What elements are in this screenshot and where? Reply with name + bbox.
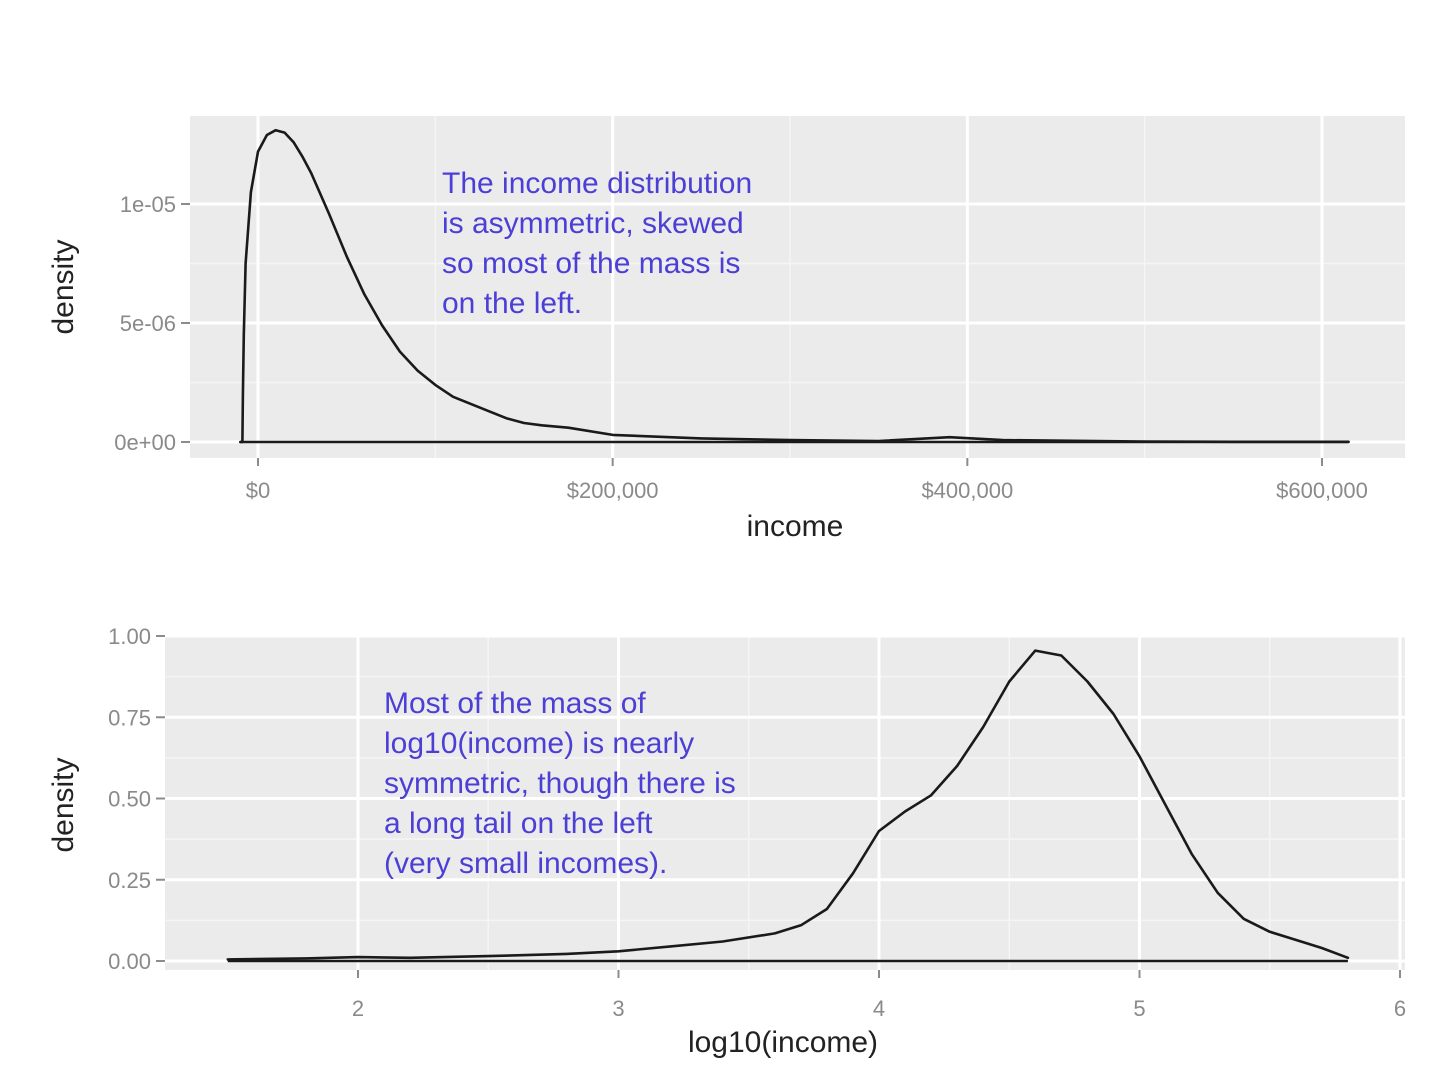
log-income-x-axis-title: log10(income) <box>688 1026 878 1059</box>
income-y-tick-label: 5e-06 <box>120 311 176 336</box>
income-x-tick-label: $0 <box>246 478 270 503</box>
income-annotation-line: The income distribution <box>442 167 752 200</box>
income-y-tick-label: 1e-05 <box>120 192 176 217</box>
income-y-axis-title: density <box>47 239 80 334</box>
log-income-annotation-line: (very small incomes). <box>384 847 667 880</box>
income-x-axis-title: income <box>747 510 844 543</box>
log-income-y-tick-label: 0.75 <box>108 705 151 730</box>
income-y-tick-label: 0e+00 <box>114 430 176 455</box>
log-income-annotation-line: Most of the mass of <box>384 687 646 720</box>
log-income-y-tick-label: 0.25 <box>108 868 151 893</box>
log-income-x-tick-label: 5 <box>1133 996 1145 1021</box>
income-plot-panel <box>190 116 1405 458</box>
income-annotation-line: so most of the mass is <box>442 247 740 280</box>
log-income-annotation-line: symmetric, though there is <box>384 767 736 800</box>
log-income-x-tick-label: 2 <box>352 996 364 1021</box>
log-income-density-chart: 2 3 4 5 6 0.00 0.25 0.50 0.75 1.00 log10(income) de… <box>47 624 1406 1059</box>
income-x-tick-label: $600,000 <box>1276 478 1368 503</box>
income-x-tick-label: $400,000 <box>921 478 1013 503</box>
log-income-y-tick-label: 1.00 <box>108 624 151 649</box>
log-income-plot-panel <box>165 635 1405 970</box>
income-x-tick-label: $200,000 <box>567 478 659 503</box>
log-income-y-tick-label: 0.50 <box>108 787 151 812</box>
log-income-x-tick-label: 6 <box>1394 996 1406 1021</box>
log-income-x-tick-label: 4 <box>873 996 885 1021</box>
log-income-density-curve <box>226 649 1350 961</box>
log-income-y-tick-label: 0.00 <box>108 949 151 974</box>
log-income-x-tick-label: 3 <box>612 996 624 1021</box>
log-income-annotation-line: log10(income) is nearly <box>384 727 694 760</box>
income-annotation-line: is asymmetric, skewed <box>442 207 744 240</box>
log-income-y-axis-title: density <box>47 757 80 852</box>
income-density-chart: $0 $200,000 $400,000 $600,000 0e+00 5e-06 1e-0… <box>47 116 1405 543</box>
income-annotation-line: on the left. <box>442 287 582 320</box>
log-income-annotation-line: a long tail on the left <box>384 807 653 840</box>
